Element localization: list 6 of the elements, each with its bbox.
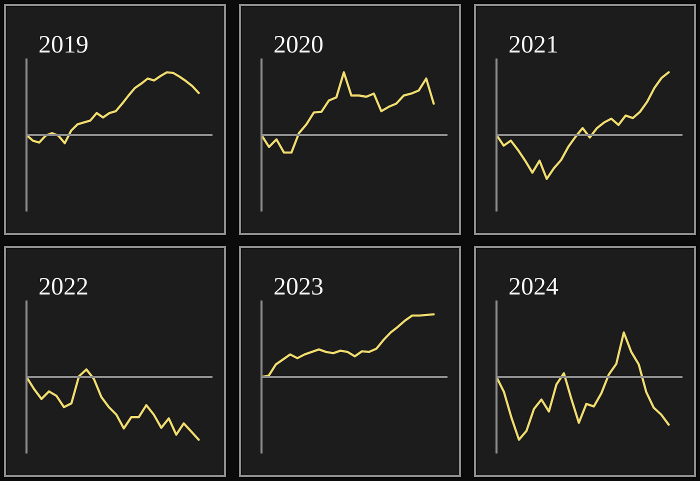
chart-title: 2023 <box>274 274 324 300</box>
chart-title: 2021 <box>508 32 558 58</box>
chart-title: 2022 <box>38 274 88 300</box>
chart-title: 2020 <box>274 32 324 58</box>
chart-title: 2024 <box>508 274 559 300</box>
chart-title: 2019 <box>38 32 88 58</box>
